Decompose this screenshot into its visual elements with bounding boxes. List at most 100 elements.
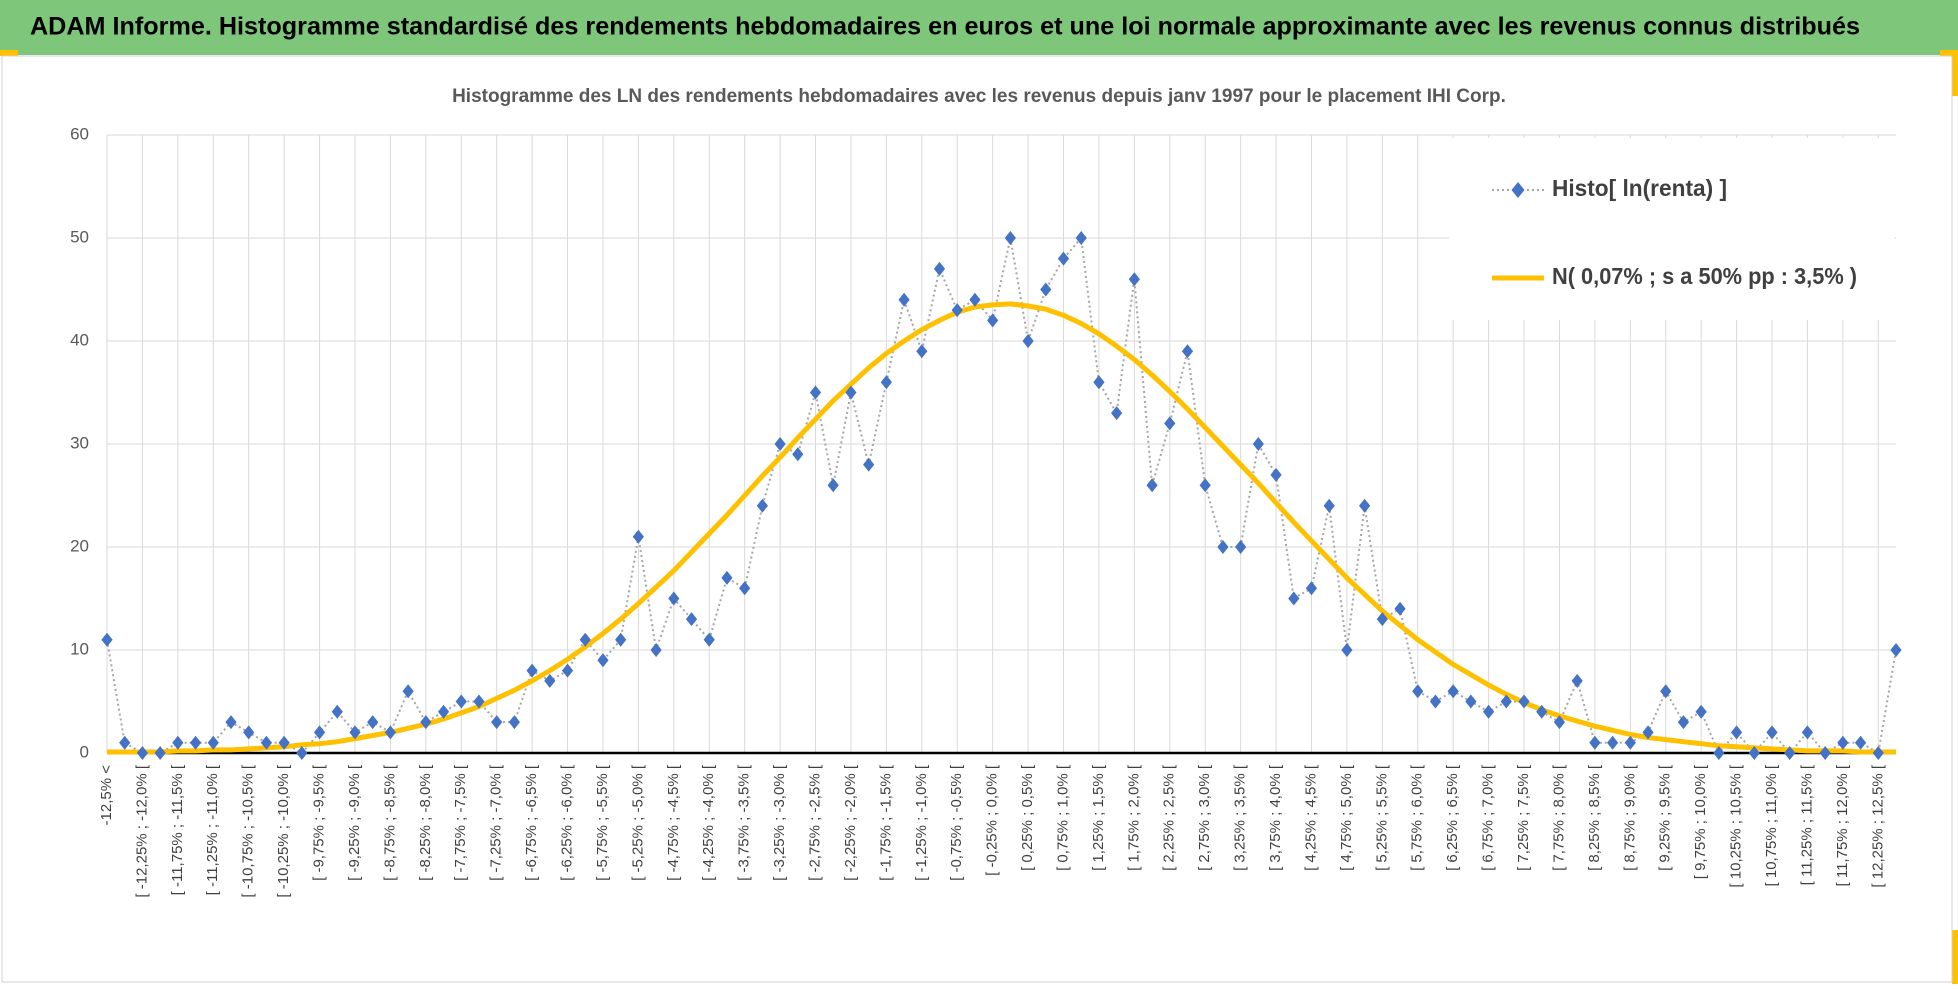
data-point <box>1766 725 1778 740</box>
data-point <box>1412 684 1424 699</box>
x-tick-label: [ -11,25% ; -11,0% [ <box>204 764 221 895</box>
data-point <box>1837 735 1849 750</box>
axis-labels: 0 10 20 30 40 50 60 -12,5% < [ -12,25% ; -12,0% … <box>70 124 1886 897</box>
data-point <box>1854 735 1867 750</box>
data-point <box>1624 735 1636 750</box>
data-point <box>1270 467 1282 482</box>
x-tick-label: [ 3,75% ; 4,0% [ <box>1267 764 1284 871</box>
data-point <box>756 498 768 513</box>
x-tick-label: [ 12,25% ; 12,5% [ <box>1869 764 1886 887</box>
x-tick-label: [ 4,75% ; 5,0% [ <box>1338 764 1355 871</box>
data-point <box>880 375 892 390</box>
data-point <box>491 715 503 730</box>
legend-marker <box>1511 182 1525 198</box>
x-tick-label: [ 6,25% ; 6,5% [ <box>1444 764 1461 871</box>
y-tick-label: 40 <box>70 330 89 349</box>
x-tick-label: [ 9,75% ; 10,0% [ <box>1692 764 1709 879</box>
data-point <box>969 292 981 307</box>
data-point <box>987 313 999 328</box>
grid <box>106 134 1896 754</box>
data-point <box>278 735 290 750</box>
x-tick-label: [ -9,75% ; -9,5% [ <box>311 764 328 881</box>
x-tick-label: [ 8,25% ; 8,5% [ <box>1586 764 1603 871</box>
header-bar <box>0 0 1958 55</box>
data-point <box>916 344 928 359</box>
data-point <box>1128 272 1140 287</box>
data-point <box>207 735 219 750</box>
x-tick-label: [ 9,25% ; 9,5% [ <box>1657 764 1674 871</box>
x-tick-label: [ -9,25% ; -9,0% [ <box>346 764 363 881</box>
data-point <box>1553 715 1566 730</box>
x-tick-label: [ -4,75% ; -4,5% [ <box>665 764 682 881</box>
data-point <box>1819 746 1831 760</box>
data-point <box>172 735 184 750</box>
data-point <box>101 632 113 647</box>
legend-box <box>1449 138 1894 320</box>
data-point <box>1164 416 1176 431</box>
data-point <box>367 715 379 730</box>
data-point <box>1199 478 1211 493</box>
data-point <box>685 612 698 627</box>
data-point <box>561 663 574 678</box>
x-tick-label: [ -6,25% ; -6,0% [ <box>559 764 576 881</box>
data-point <box>668 591 680 606</box>
data-point <box>1571 673 1583 688</box>
data-point <box>1075 231 1087 245</box>
data-point <box>1589 735 1601 750</box>
data-point <box>1376 612 1388 627</box>
x-tick-label: [ -5,75% ; -5,5% [ <box>594 764 611 881</box>
x-tick-label: [ 5,25% ; 5,5% [ <box>1373 764 1390 871</box>
data-point <box>809 385 822 400</box>
data-point <box>384 725 397 740</box>
x-tick-label: [ -7,25% ; -7,0% [ <box>488 764 505 881</box>
legend: Histo[ ln(renta) ] N( 0,07% ; s a 50% pp … <box>1449 138 1894 320</box>
data-point <box>1483 704 1495 719</box>
data-point <box>349 725 361 740</box>
data-point <box>420 715 432 730</box>
x-tick-label: [ 0,25% ; 0,5% [ <box>1019 764 1036 871</box>
x-tick-label: [ 7,75% ; 8,0% [ <box>1550 764 1567 871</box>
data-point <box>243 725 255 740</box>
data-point <box>951 303 963 318</box>
data-point <box>792 447 804 462</box>
data-point <box>615 632 627 647</box>
data-point <box>1500 694 1512 709</box>
data-point <box>437 704 450 719</box>
x-tick-label: [ 8,75% ; 9,0% [ <box>1621 764 1638 871</box>
data-point <box>827 478 839 493</box>
data-point <box>1429 694 1442 709</box>
data-point <box>1181 344 1194 359</box>
data-point <box>1341 643 1353 657</box>
y-tick-label: 0 <box>80 742 89 761</box>
y-tick-label: 20 <box>70 536 89 555</box>
data-point <box>189 735 202 750</box>
data-point <box>331 704 343 719</box>
data-point <box>260 735 273 750</box>
data-point <box>1784 746 1796 760</box>
data-point <box>154 746 166 760</box>
data-point <box>1093 375 1105 390</box>
x-tick-label: [ 2,25% ; 2,5% [ <box>1161 764 1178 871</box>
data-point <box>1748 746 1760 760</box>
plot <box>101 231 1902 760</box>
data-point <box>1695 704 1707 719</box>
x-tick-label: [ -0,75% ; -0,5% [ <box>948 764 965 881</box>
x-tick-label: [ 0,75% ; 1,0% [ <box>1054 764 1071 871</box>
data-point <box>845 385 857 400</box>
legend-label: N( 0,07% ; s a 50% pp : 3,5% ) <box>1552 263 1857 289</box>
data-point <box>473 694 485 709</box>
corner-accent <box>1940 50 1958 56</box>
data-point <box>1518 694 1530 709</box>
data-point <box>1642 725 1654 740</box>
x-tick-label: [ -1,75% ; -1,5% [ <box>877 764 894 881</box>
legend-label: Histo[ ln(renta) ] <box>1552 175 1727 201</box>
x-tick-label: [ -11,75% ; -11,5% [ <box>169 764 186 895</box>
data-point <box>455 694 467 709</box>
data-point <box>721 570 733 585</box>
x-tick-label: [ -1,25% ; -1,0% [ <box>913 764 930 881</box>
data-point <box>1004 231 1016 245</box>
corner-accent <box>0 50 18 56</box>
corner-accent <box>1952 930 1958 984</box>
x-tick-label: [ -3,75% ; -3,5% [ <box>736 764 753 881</box>
data-point <box>1394 601 1406 616</box>
